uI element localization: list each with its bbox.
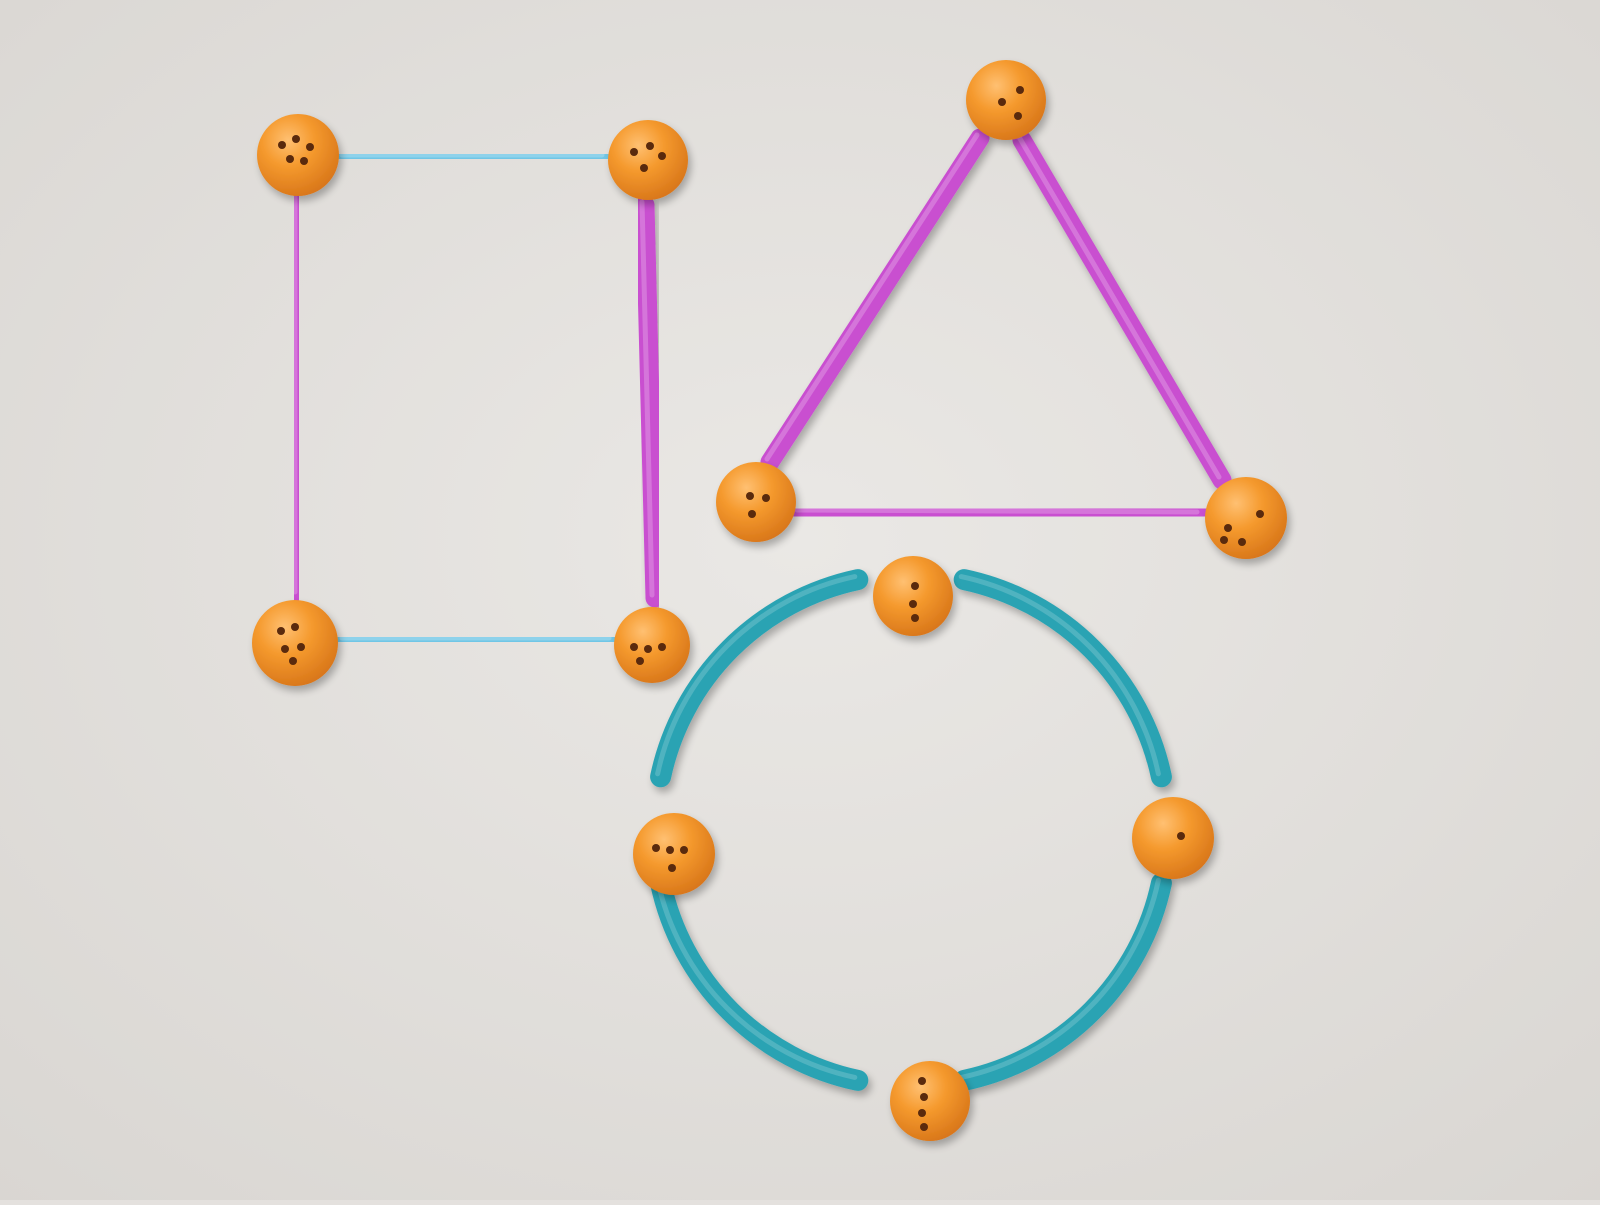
rectangle-right-rod bbox=[635, 195, 665, 608]
connector-hole bbox=[300, 157, 308, 165]
triangle-connector-top bbox=[966, 60, 1046, 140]
connector-hole bbox=[644, 645, 652, 653]
circle-rod-upper-left bbox=[650, 569, 869, 788]
rectangle-connector-top-left bbox=[257, 114, 339, 196]
connector-hole bbox=[652, 844, 660, 852]
connector-hole bbox=[920, 1123, 928, 1131]
connector-hole bbox=[1016, 86, 1024, 94]
rectangle-connector-top-right bbox=[608, 120, 688, 200]
connector-hole bbox=[297, 643, 305, 651]
rectangle-top-rod bbox=[335, 148, 615, 168]
triangle-bottom-rod bbox=[790, 503, 1210, 525]
circle-rod-upper-right bbox=[953, 569, 1172, 788]
connectors-layer bbox=[252, 60, 1287, 1141]
connector-hole bbox=[680, 846, 688, 854]
connector-hole bbox=[668, 864, 676, 872]
connector-hole bbox=[306, 143, 314, 151]
connector-hole bbox=[658, 152, 666, 160]
triangle-connector-right bbox=[1205, 477, 1287, 559]
connector-hole bbox=[666, 846, 674, 854]
connector-hole bbox=[1256, 510, 1264, 518]
circle-rod-lower-left bbox=[650, 872, 869, 1091]
connector-hole bbox=[1224, 524, 1232, 532]
triangle-left-rod bbox=[760, 128, 990, 472]
triangle-right-rod bbox=[1012, 130, 1232, 490]
rectangle-bottom-rod bbox=[335, 631, 622, 651]
connector-hole bbox=[748, 510, 756, 518]
connector-hole bbox=[640, 164, 648, 172]
connector-hole bbox=[289, 657, 297, 665]
connector-hole bbox=[762, 494, 770, 502]
connector-hole bbox=[277, 627, 285, 635]
rectangle-left-rod bbox=[288, 190, 308, 605]
connector-hole bbox=[998, 98, 1006, 106]
connector-hole bbox=[658, 643, 666, 651]
rectangle-connector-bottom-left bbox=[252, 600, 338, 686]
connector-hole bbox=[636, 657, 644, 665]
circle-rod-lower-right bbox=[953, 872, 1172, 1091]
connector-hole bbox=[630, 148, 638, 156]
connector-hole bbox=[1177, 832, 1185, 840]
rods-layer bbox=[288, 128, 1232, 1091]
connector-hole bbox=[630, 643, 638, 651]
connector-hole bbox=[918, 1077, 926, 1085]
circle-connector-left bbox=[633, 813, 715, 895]
connector-hole bbox=[918, 1109, 926, 1117]
triangle-connector-left bbox=[716, 462, 796, 542]
connector-hole bbox=[278, 141, 286, 149]
connector-hole bbox=[291, 623, 299, 631]
connector-hole bbox=[909, 600, 917, 608]
circle-connector-right bbox=[1132, 797, 1214, 879]
connector-hole bbox=[292, 135, 300, 143]
connector-hole bbox=[1014, 112, 1022, 120]
connector-hole bbox=[646, 142, 654, 150]
connector-hole bbox=[1238, 538, 1246, 546]
circle-connector-top bbox=[873, 556, 953, 636]
rectangle-connector-bottom-right bbox=[614, 607, 690, 683]
connector-hole bbox=[920, 1093, 928, 1101]
connector-hole bbox=[1220, 536, 1228, 544]
connector-hole bbox=[286, 155, 294, 163]
connector-hole bbox=[281, 645, 289, 653]
connector-hole bbox=[911, 582, 919, 590]
connector-hole bbox=[911, 614, 919, 622]
circle-connector-bottom bbox=[890, 1061, 970, 1141]
connector-hole bbox=[746, 492, 754, 500]
